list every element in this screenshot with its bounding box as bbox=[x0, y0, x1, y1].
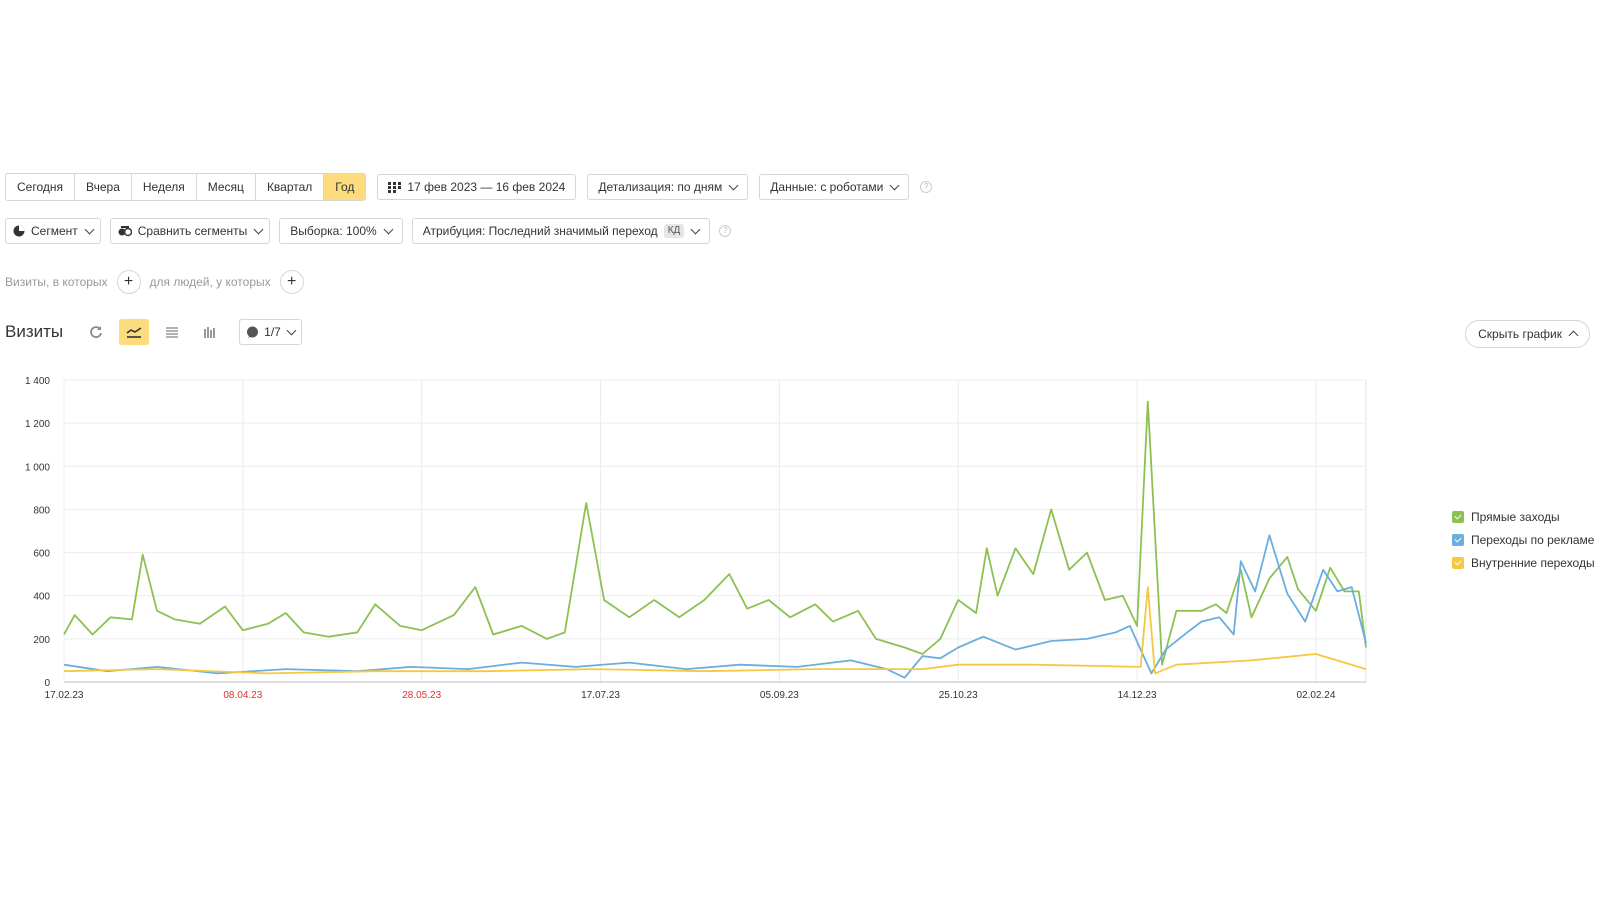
period-tab[interactable]: Вчера bbox=[75, 174, 132, 200]
chevron-down-icon bbox=[690, 224, 701, 234]
y-tick-label: 1 000 bbox=[25, 462, 50, 473]
period-tab[interactable]: Год bbox=[324, 174, 366, 200]
series-line bbox=[63, 400, 1367, 666]
legend-label: Переходы по рекламе bbox=[1471, 533, 1595, 547]
sample-dropdown[interactable]: Выборка: 100% bbox=[279, 218, 403, 244]
attribution-dropdown[interactable]: Атрибуция: Последний значимый переход КД bbox=[411, 218, 711, 244]
attribution-tag: КД bbox=[663, 224, 685, 238]
x-tick-label: 02.02.24 bbox=[1296, 690, 1335, 701]
period-tab[interactable]: Сегодня bbox=[6, 174, 75, 200]
filter-row: Визиты, в которых + для людей, у которых… bbox=[5, 270, 304, 294]
compare-label: Сравнить сегменты bbox=[137, 224, 248, 238]
y-tick-label: 600 bbox=[33, 549, 50, 560]
y-tick-label: 200 bbox=[33, 635, 50, 646]
stacked-area-icon bbox=[166, 327, 179, 338]
checkbox-icon[interactable] bbox=[1452, 534, 1464, 546]
period-tab[interactable]: Месяц bbox=[196, 174, 256, 200]
plus-icon: + bbox=[286, 273, 297, 290]
visits-filter-label: Визиты, в которых bbox=[5, 275, 108, 289]
x-tick-label: 25.10.23 bbox=[939, 690, 978, 701]
report-header: Визиты 1/7 bbox=[5, 319, 302, 345]
plot-area bbox=[63, 379, 1367, 683]
compare-segments-dropdown[interactable]: Сравнить сегменты bbox=[109, 218, 271, 244]
period-toolbar: Сегодня Вчера Неделя Месяц Квартал Год 17 фев… bbox=[5, 173, 933, 201]
compare-icon bbox=[118, 226, 132, 237]
period-tab[interactable]: Неделя bbox=[131, 174, 197, 200]
calendar-icon bbox=[388, 181, 402, 193]
bar-chart-icon bbox=[204, 327, 216, 338]
segment-dropdown[interactable]: Сегмент bbox=[5, 218, 101, 244]
x-tick-label: 05.09.23 bbox=[760, 690, 799, 701]
chart-legend: Прямые заходы Переходы по рекламе Внутренн… bbox=[1452, 510, 1595, 579]
segment-toolbar: Сегмент Сравнить сегменты Выборка: 100% … bbox=[5, 218, 732, 244]
data-dropdown[interactable]: Данные: с роботами bbox=[759, 174, 910, 200]
y-tick-label: 0 bbox=[44, 678, 50, 689]
date-range-button[interactable]: 17 фев 2023 — 16 фев 2024 bbox=[377, 174, 577, 200]
refresh-chart-button[interactable] bbox=[81, 319, 111, 345]
attribution-label: Атрибуция: Последний значимый переход bbox=[422, 224, 658, 238]
chevron-down-icon bbox=[253, 224, 264, 234]
y-tick-label: 1 400 bbox=[25, 376, 50, 387]
add-visits-filter-button[interactable]: + bbox=[116, 270, 141, 294]
chevron-down-icon bbox=[286, 325, 297, 335]
comment-icon bbox=[247, 326, 259, 338]
checkbox-icon[interactable] bbox=[1452, 557, 1464, 569]
area-chart-button[interactable] bbox=[157, 319, 187, 345]
period-tabs: Сегодня Вчера Неделя Месяц Квартал Год bbox=[5, 173, 367, 201]
detail-label: Детализация: по дням bbox=[598, 180, 723, 194]
segment-label: Сегмент bbox=[31, 224, 78, 238]
line-chart-button[interactable] bbox=[119, 319, 150, 345]
x-tick-label: 28.05.23 bbox=[402, 690, 441, 701]
legend-item[interactable]: Внутренние переходы bbox=[1452, 556, 1595, 570]
chevron-up-icon bbox=[1568, 330, 1579, 341]
checkbox-icon[interactable] bbox=[1452, 511, 1464, 523]
x-tick-label: 14.12.23 bbox=[1118, 690, 1157, 701]
help-icon[interactable]: ? bbox=[920, 181, 933, 193]
chevron-down-icon bbox=[383, 224, 394, 234]
annotations-label: 1/7 bbox=[264, 325, 281, 339]
legend-item[interactable]: Переходы по рекламе bbox=[1452, 533, 1595, 547]
report-title: Визиты bbox=[5, 322, 64, 341]
refresh-icon bbox=[90, 326, 103, 338]
series-line bbox=[63, 534, 1367, 679]
hide-chart-label: Скрыть график bbox=[1478, 327, 1562, 341]
date-range-label: 17 фев 2023 — 16 фев 2024 bbox=[407, 180, 566, 194]
legend-label: Прямые заходы bbox=[1471, 510, 1560, 524]
add-people-filter-button[interactable]: + bbox=[279, 270, 304, 294]
pie-chart-icon bbox=[13, 225, 25, 237]
y-tick-label: 400 bbox=[33, 592, 50, 603]
x-tick-label: 08.04.23 bbox=[223, 690, 262, 701]
legend-label: Внутренние переходы bbox=[1471, 556, 1595, 570]
plus-icon: + bbox=[123, 273, 134, 290]
chevron-down-icon bbox=[84, 224, 95, 234]
help-icon[interactable]: ? bbox=[719, 225, 732, 237]
line-chart-icon bbox=[126, 327, 142, 338]
data-label: Данные: с роботами bbox=[770, 180, 884, 194]
visits-line-chart: 0 200 400 600 800 1 000 1 200 1 400 17.02.23 08.0… bbox=[25, 376, 1367, 701]
bar-chart-button[interactable] bbox=[195, 319, 225, 345]
y-tick-label: 800 bbox=[33, 505, 50, 516]
legend-item[interactable]: Прямые заходы bbox=[1452, 510, 1595, 524]
y-tick-label: 1 200 bbox=[25, 419, 50, 430]
series-line bbox=[63, 586, 1367, 675]
hide-chart-button[interactable]: Скрыть график bbox=[1465, 320, 1590, 348]
x-tick-label: 17.02.23 bbox=[45, 690, 84, 701]
sample-label: Выборка: 100% bbox=[290, 224, 377, 238]
x-tick-label: 17.07.23 bbox=[581, 690, 620, 701]
annotations-dropdown[interactable]: 1/7 bbox=[239, 319, 302, 345]
chevron-down-icon bbox=[728, 180, 739, 190]
detail-dropdown[interactable]: Детализация: по дням bbox=[587, 174, 749, 200]
chevron-down-icon bbox=[889, 180, 900, 190]
period-tab[interactable]: Квартал bbox=[255, 174, 325, 200]
people-filter-label: для людей, у которых bbox=[149, 275, 271, 289]
